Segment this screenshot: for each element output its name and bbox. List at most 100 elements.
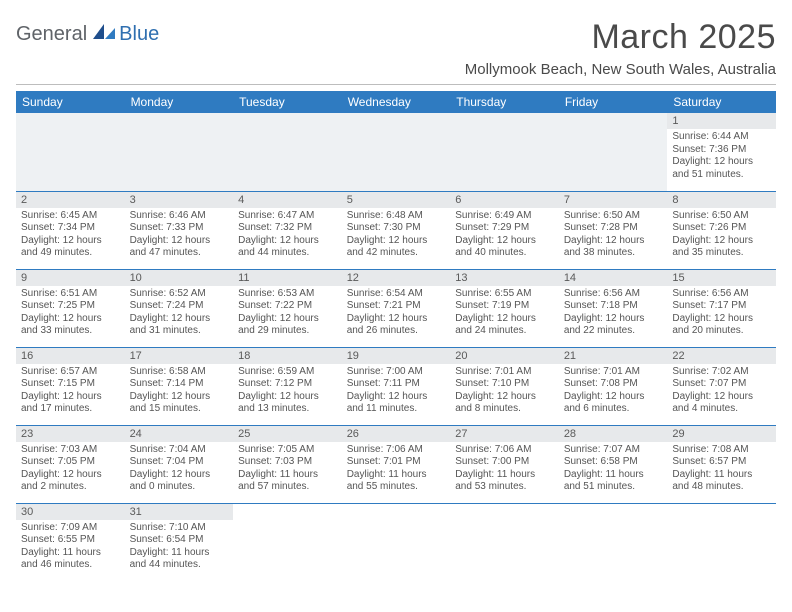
day-details: Sunrise: 6:56 AMSunset: 7:17 PMDaylight:…	[667, 286, 776, 341]
daylight-text: Daylight: 11 hours and 44 minutes.	[130, 547, 229, 572]
day-cell: 29Sunrise: 7:08 AMSunset: 6:57 PMDayligh…	[667, 425, 776, 503]
empty-cell	[559, 503, 668, 581]
day-details: Sunrise: 7:01 AMSunset: 7:08 PMDaylight:…	[559, 364, 668, 419]
day-details: Sunrise: 6:57 AMSunset: 7:15 PMDaylight:…	[16, 364, 125, 419]
day-details: Sunrise: 7:03 AMSunset: 7:05 PMDaylight:…	[16, 442, 125, 497]
day-number: 25	[233, 426, 342, 442]
day-number: 28	[559, 426, 668, 442]
calendar-row: 30Sunrise: 7:09 AMSunset: 6:55 PMDayligh…	[16, 503, 776, 581]
sunrise-text: Sunrise: 7:05 AM	[238, 444, 337, 457]
day-details: Sunrise: 7:04 AMSunset: 7:04 PMDaylight:…	[125, 442, 234, 497]
day-cell: 20Sunrise: 7:01 AMSunset: 7:10 PMDayligh…	[450, 347, 559, 425]
weekday-header: Friday	[559, 91, 668, 113]
day-cell: 31Sunrise: 7:10 AMSunset: 6:54 PMDayligh…	[125, 503, 234, 581]
day-cell: 16Sunrise: 6:57 AMSunset: 7:15 PMDayligh…	[16, 347, 125, 425]
day-number: 5	[342, 192, 451, 208]
daylight-text: Daylight: 12 hours and 40 minutes.	[455, 235, 554, 260]
day-details: Sunrise: 6:50 AMSunset: 7:26 PMDaylight:…	[667, 208, 776, 263]
sunset-text: Sunset: 7:30 PM	[347, 222, 446, 235]
page-title: March 2025	[465, 18, 776, 57]
day-number: 12	[342, 270, 451, 286]
daylight-text: Daylight: 12 hours and 4 minutes.	[672, 391, 771, 416]
logo-text-blue: Blue	[119, 23, 159, 46]
sunset-text: Sunset: 7:10 PM	[455, 378, 554, 391]
day-details: Sunrise: 6:46 AMSunset: 7:33 PMDaylight:…	[125, 208, 234, 263]
day-cell: 25Sunrise: 7:05 AMSunset: 7:03 PMDayligh…	[233, 425, 342, 503]
daylight-text: Daylight: 11 hours and 53 minutes.	[455, 469, 554, 494]
sunrise-text: Sunrise: 6:45 AM	[21, 210, 120, 223]
day-cell: 30Sunrise: 7:09 AMSunset: 6:55 PMDayligh…	[16, 503, 125, 581]
daylight-text: Daylight: 11 hours and 46 minutes.	[21, 547, 120, 572]
daylight-text: Daylight: 12 hours and 49 minutes.	[21, 235, 120, 260]
weekday-header: Wednesday	[342, 91, 451, 113]
day-number: 11	[233, 270, 342, 286]
day-number: 18	[233, 348, 342, 364]
day-cell: 24Sunrise: 7:04 AMSunset: 7:04 PMDayligh…	[125, 425, 234, 503]
sunset-text: Sunset: 7:34 PM	[21, 222, 120, 235]
day-cell: 10Sunrise: 6:52 AMSunset: 7:24 PMDayligh…	[125, 269, 234, 347]
sunrise-text: Sunrise: 6:53 AM	[238, 288, 337, 301]
day-cell: 27Sunrise: 7:06 AMSunset: 7:00 PMDayligh…	[450, 425, 559, 503]
day-details: Sunrise: 6:55 AMSunset: 7:19 PMDaylight:…	[450, 286, 559, 341]
sunset-text: Sunset: 7:07 PM	[672, 378, 771, 391]
sunset-text: Sunset: 7:25 PM	[21, 300, 120, 313]
daylight-text: Daylight: 12 hours and 6 minutes.	[564, 391, 663, 416]
sunrise-text: Sunrise: 7:10 AM	[130, 522, 229, 535]
sunrise-text: Sunrise: 6:47 AM	[238, 210, 337, 223]
empty-cell	[233, 113, 342, 191]
daylight-text: Daylight: 11 hours and 48 minutes.	[672, 469, 771, 494]
sunset-text: Sunset: 7:28 PM	[564, 222, 663, 235]
day-details: Sunrise: 6:59 AMSunset: 7:12 PMDaylight:…	[233, 364, 342, 419]
day-cell: 8Sunrise: 6:50 AMSunset: 7:26 PMDaylight…	[667, 191, 776, 269]
day-number: 30	[16, 504, 125, 520]
sunrise-text: Sunrise: 6:50 AM	[564, 210, 663, 223]
day-cell: 2Sunrise: 6:45 AMSunset: 7:34 PMDaylight…	[16, 191, 125, 269]
day-number: 1	[667, 113, 776, 129]
empty-cell	[342, 503, 451, 581]
sunrise-text: Sunrise: 6:49 AM	[455, 210, 554, 223]
day-number: 31	[125, 504, 234, 520]
day-details: Sunrise: 6:49 AMSunset: 7:29 PMDaylight:…	[450, 208, 559, 263]
sunrise-text: Sunrise: 6:58 AM	[130, 366, 229, 379]
daylight-text: Daylight: 12 hours and 35 minutes.	[672, 235, 771, 260]
sunset-text: Sunset: 7:05 PM	[21, 456, 120, 469]
daylight-text: Daylight: 11 hours and 57 minutes.	[238, 469, 337, 494]
day-cell: 18Sunrise: 6:59 AMSunset: 7:12 PMDayligh…	[233, 347, 342, 425]
logo: General Blue	[16, 22, 159, 47]
day-details: Sunrise: 7:07 AMSunset: 6:58 PMDaylight:…	[559, 442, 668, 497]
day-number: 16	[16, 348, 125, 364]
daylight-text: Daylight: 12 hours and 11 minutes.	[347, 391, 446, 416]
calendar-row: 16Sunrise: 6:57 AMSunset: 7:15 PMDayligh…	[16, 347, 776, 425]
sunset-text: Sunset: 6:55 PM	[21, 534, 120, 547]
sunset-text: Sunset: 6:57 PM	[672, 456, 771, 469]
day-details: Sunrise: 6:44 AMSunset: 7:36 PMDaylight:…	[667, 129, 776, 184]
day-cell: 19Sunrise: 7:00 AMSunset: 7:11 PMDayligh…	[342, 347, 451, 425]
sunset-text: Sunset: 7:15 PM	[21, 378, 120, 391]
sunset-text: Sunset: 7:14 PM	[130, 378, 229, 391]
location-subtitle: Mollymook Beach, New South Wales, Austra…	[465, 61, 776, 78]
daylight-text: Daylight: 12 hours and 29 minutes.	[238, 313, 337, 338]
day-number: 22	[667, 348, 776, 364]
daylight-text: Daylight: 12 hours and 42 minutes.	[347, 235, 446, 260]
day-details: Sunrise: 6:50 AMSunset: 7:28 PMDaylight:…	[559, 208, 668, 263]
day-cell: 22Sunrise: 7:02 AMSunset: 7:07 PMDayligh…	[667, 347, 776, 425]
daylight-text: Daylight: 12 hours and 51 minutes.	[672, 156, 771, 181]
empty-cell	[233, 503, 342, 581]
day-number: 13	[450, 270, 559, 286]
sunrise-text: Sunrise: 7:07 AM	[564, 444, 663, 457]
day-details: Sunrise: 6:45 AMSunset: 7:34 PMDaylight:…	[16, 208, 125, 263]
daylight-text: Daylight: 12 hours and 33 minutes.	[21, 313, 120, 338]
daylight-text: Daylight: 11 hours and 51 minutes.	[564, 469, 663, 494]
sunset-text: Sunset: 7:19 PM	[455, 300, 554, 313]
sunset-text: Sunset: 7:32 PM	[238, 222, 337, 235]
sunset-text: Sunset: 7:36 PM	[672, 144, 771, 157]
day-cell: 15Sunrise: 6:56 AMSunset: 7:17 PMDayligh…	[667, 269, 776, 347]
sunrise-text: Sunrise: 7:00 AM	[347, 366, 446, 379]
day-cell: 9Sunrise: 6:51 AMSunset: 7:25 PMDaylight…	[16, 269, 125, 347]
weekday-header: Thursday	[450, 91, 559, 113]
day-details: Sunrise: 7:06 AMSunset: 7:00 PMDaylight:…	[450, 442, 559, 497]
daylight-text: Daylight: 12 hours and 47 minutes.	[130, 235, 229, 260]
weekday-header: Tuesday	[233, 91, 342, 113]
empty-cell	[450, 113, 559, 191]
daylight-text: Daylight: 12 hours and 2 minutes.	[21, 469, 120, 494]
